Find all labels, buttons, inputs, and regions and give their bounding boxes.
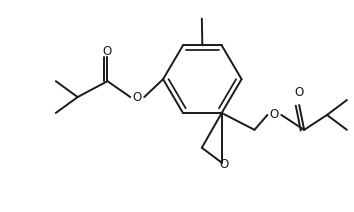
Text: O: O [103,45,112,58]
Text: O: O [133,91,142,103]
Text: O: O [295,86,304,99]
Text: O: O [270,109,279,121]
Text: O: O [219,158,228,171]
